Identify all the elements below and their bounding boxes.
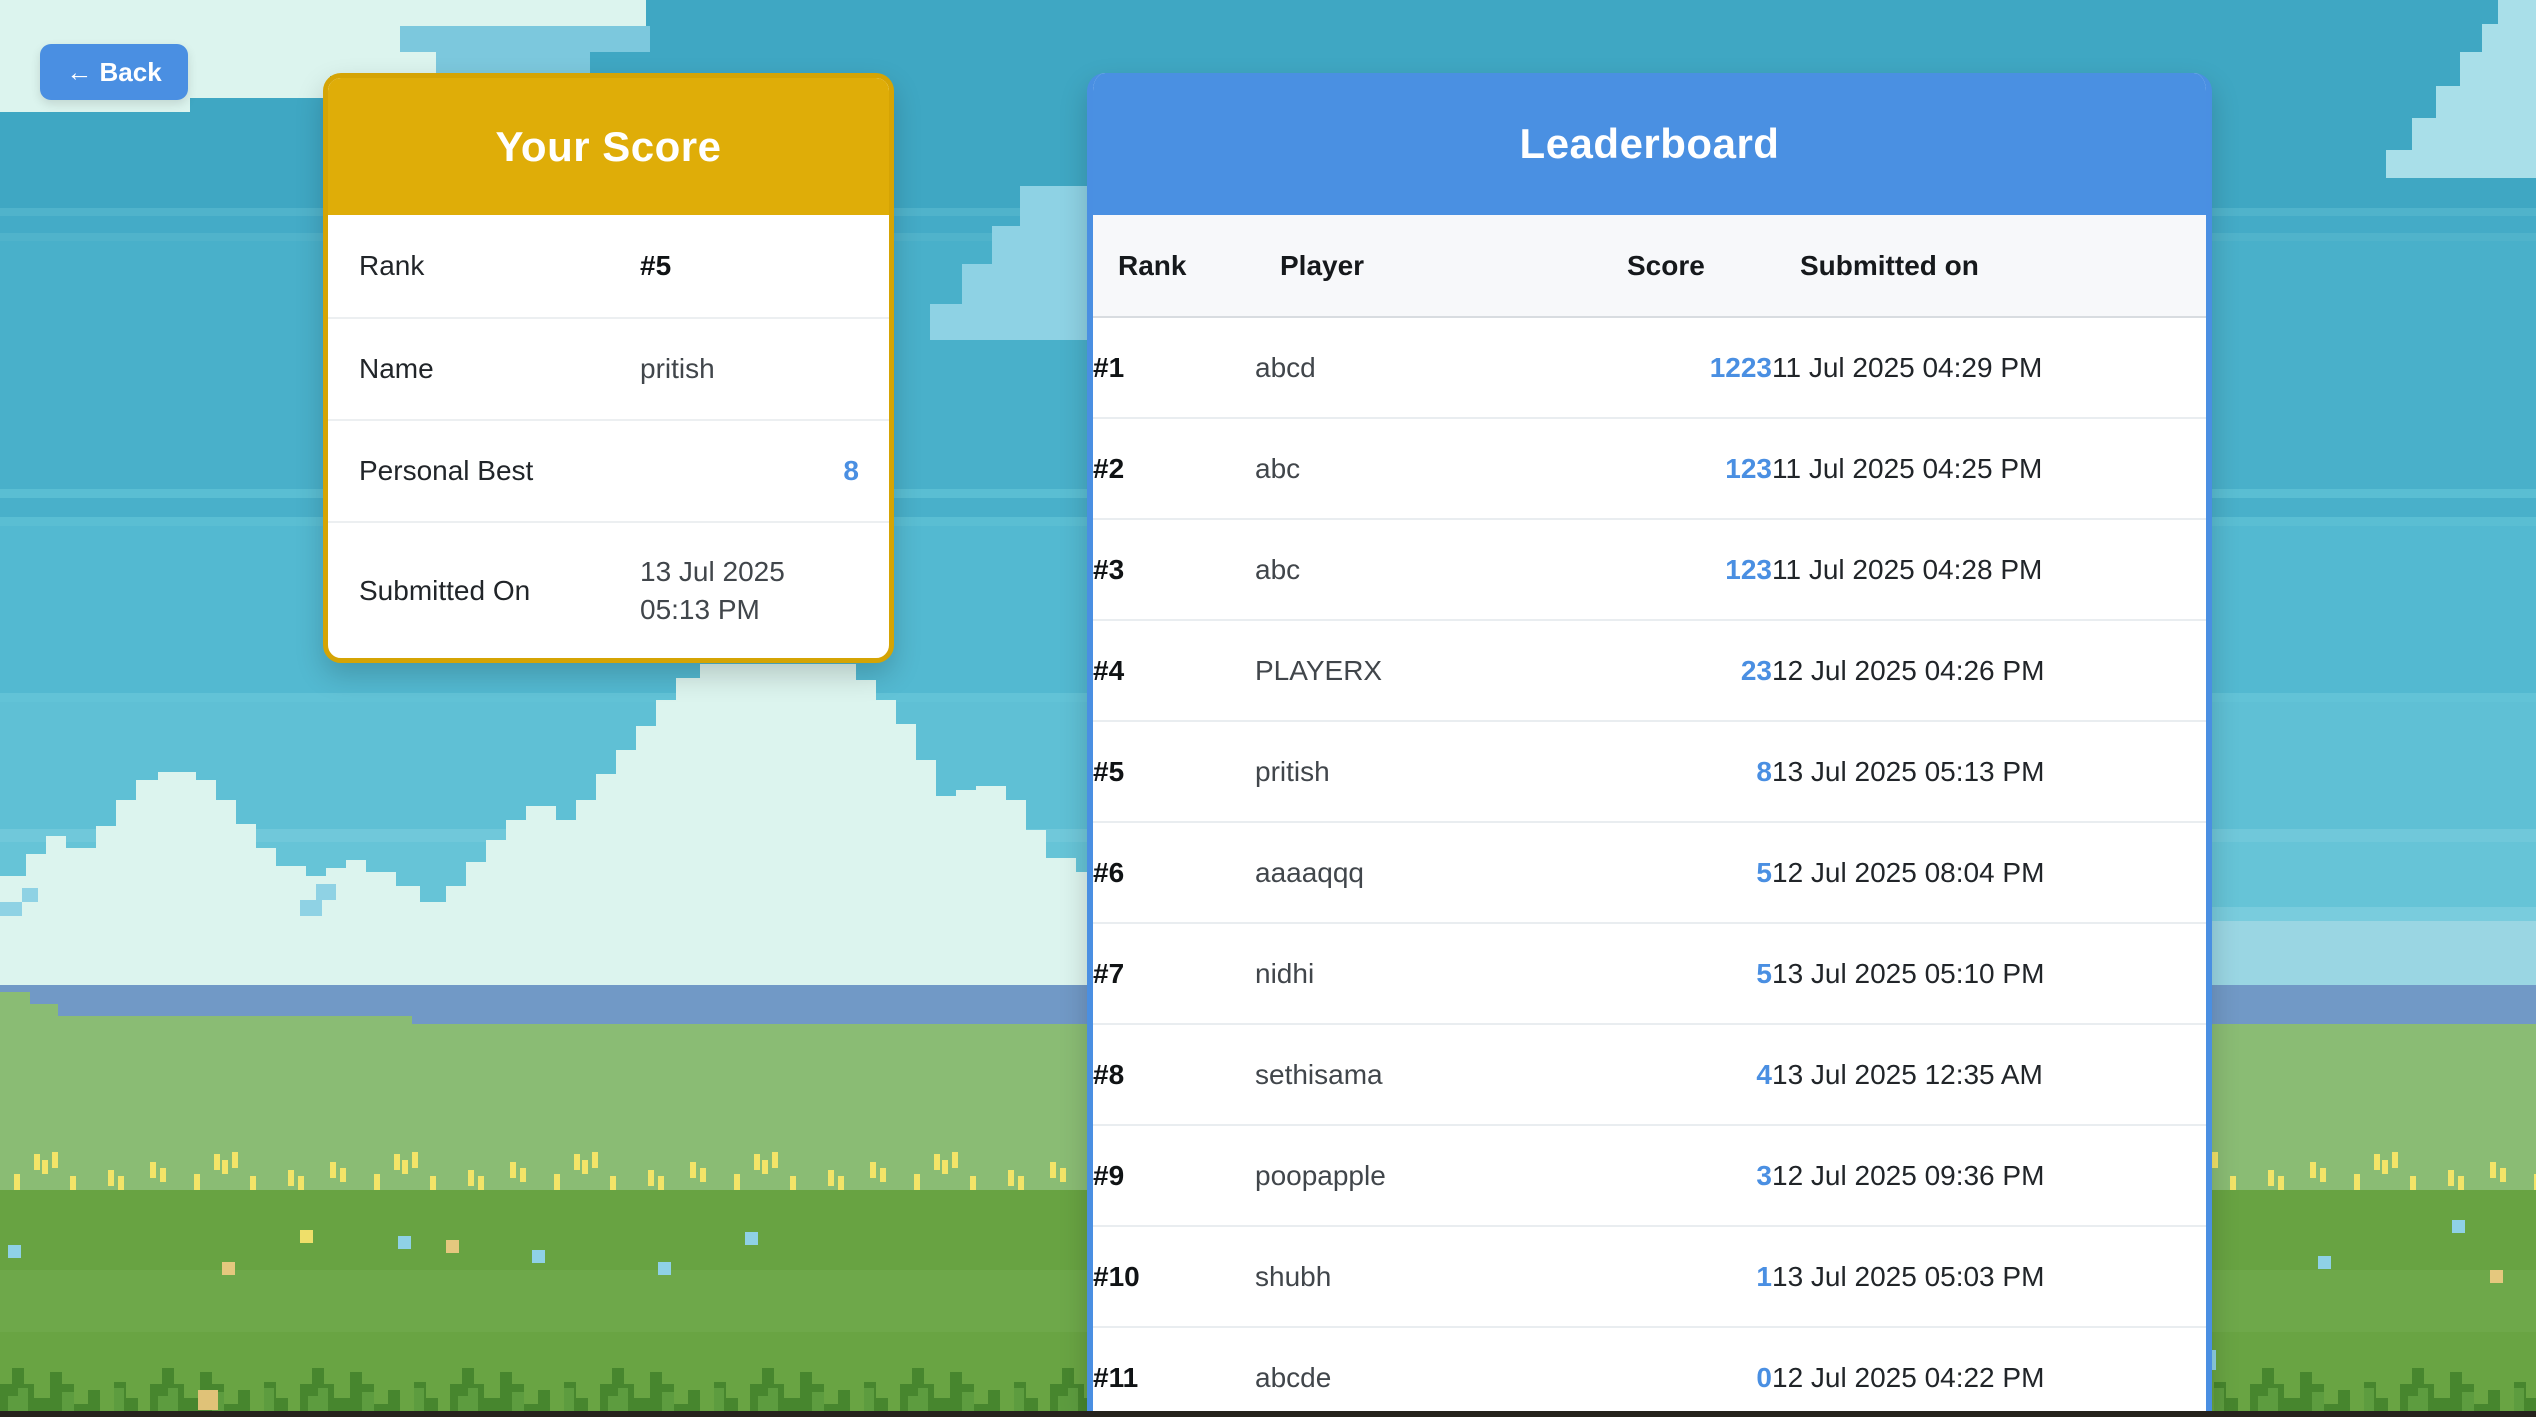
date-cell: 12 Jul 2025 04:22 PM: [1772, 1326, 2206, 1411]
table-row: #3 abc 123 11 Jul 2025 04:28 PM: [1093, 518, 2206, 620]
date-cell: 12 Jul 2025 04:26 PM: [1772, 619, 2206, 721]
score-cell: 123: [1595, 518, 1772, 620]
rank-cell: #8: [1093, 1023, 1255, 1125]
leaderboard-card: Leaderboard Rank Player Score Submitted …: [1087, 73, 2212, 1411]
rank-cell: #11: [1093, 1326, 1255, 1411]
table-row: #6 aaaaqqq 5 12 Jul 2025 08:04 PM: [1093, 821, 2206, 923]
rank-label: Rank: [359, 250, 425, 281]
rank-cell: #2: [1093, 417, 1255, 519]
column-header-score: Score: [1595, 215, 1772, 318]
score-row-personal-best: Personal Best 8: [328, 419, 889, 521]
column-header-submitted: Submitted on: [1772, 215, 2206, 318]
rank-cell: #7: [1093, 922, 1255, 1024]
player-cell: abcde: [1255, 1326, 1595, 1411]
player-cell: PLAYERX: [1255, 619, 1595, 721]
player-cell: shubh: [1255, 1225, 1595, 1327]
date-cell: 11 Jul 2025 04:29 PM: [1772, 317, 2206, 418]
table-row: #10 shubh 1 13 Jul 2025 05:03 PM: [1093, 1225, 2206, 1327]
rank-cell: #5: [1093, 720, 1255, 822]
table-header-row: Rank Player Score Submitted on: [1093, 215, 2206, 318]
table-row: #7 nidhi 5 13 Jul 2025 05:10 PM: [1093, 922, 2206, 1024]
rank-cell: #6: [1093, 821, 1255, 923]
date-cell: 11 Jul 2025 04:25 PM: [1772, 417, 2206, 519]
player-cell: nidhi: [1255, 922, 1595, 1024]
player-cell: sethisama: [1255, 1023, 1595, 1125]
score-cell: 23: [1595, 619, 1772, 721]
score-cell: 4: [1595, 1023, 1772, 1125]
score-cell: 1: [1595, 1225, 1772, 1327]
date-cell: 11 Jul 2025 04:28 PM: [1772, 518, 2206, 620]
score-cell: 5: [1595, 922, 1772, 1024]
score-cell: 3: [1595, 1124, 1772, 1226]
player-cell: poopapple: [1255, 1124, 1595, 1226]
column-header-player: Player: [1255, 215, 1595, 318]
date-cell: 12 Jul 2025 09:36 PM: [1772, 1124, 2206, 1226]
rank-value: #5: [640, 250, 672, 281]
date-cell: 13 Jul 2025 05:13 PM: [1772, 720, 2206, 822]
rank-cell: #9: [1093, 1124, 1255, 1226]
name-label: Name: [359, 353, 434, 384]
date-cell: 13 Jul 2025 05:10 PM: [1772, 922, 2206, 1024]
table-row: #5 pritish 8 13 Jul 2025 05:13 PM: [1093, 720, 2206, 822]
rank-cell: #4: [1093, 619, 1255, 721]
your-score-card: Your Score Rank #5 Name pritish Personal…: [323, 73, 894, 663]
table-row: #4 PLAYERX 23 12 Jul 2025 04:26 PM: [1093, 619, 2206, 721]
ground-dark-strip: [0, 1411, 2536, 1417]
player-cell: abcd: [1255, 317, 1595, 418]
score-cell: 0: [1595, 1326, 1772, 1411]
name-value: pritish: [640, 353, 715, 384]
player-cell: abc: [1255, 518, 1595, 620]
date-cell: 12 Jul 2025 08:04 PM: [1772, 821, 2206, 923]
leaderboard-title: Leaderboard: [1519, 120, 1780, 167]
date-cell: 13 Jul 2025 05:03 PM: [1772, 1225, 2206, 1327]
score-cell: 123: [1595, 417, 1772, 519]
rank-cell: #3: [1093, 518, 1255, 620]
score-row-name: Name pritish: [328, 317, 889, 419]
column-header-rank: Rank: [1093, 215, 1255, 318]
your-score-title: Your Score: [495, 122, 722, 170]
your-score-header: Your Score: [328, 78, 889, 215]
leaderboard-header: Leaderboard: [1093, 73, 2206, 215]
score-row-submitted: Submitted On 13 Jul 2025 05:13 PM: [328, 521, 889, 658]
table-row: #1 abcd 1223 11 Jul 2025 04:29 PM: [1093, 317, 2206, 418]
score-cell: 8: [1595, 720, 1772, 822]
back-button[interactable]: ← Back: [40, 44, 188, 100]
player-cell: aaaaqqq: [1255, 821, 1595, 923]
score-cell: 5: [1595, 821, 1772, 923]
personal-best-value: 8: [843, 455, 859, 486]
submitted-on-value: 13 Jul 2025 05:13 PM: [640, 556, 785, 625]
submitted-on-label: Submitted On: [359, 575, 531, 606]
date-cell: 13 Jul 2025 12:35 AM: [1772, 1023, 2206, 1125]
leaderboard-table: Rank Player Score Submitted on #1 abcd 1…: [1093, 215, 2206, 1411]
player-cell: pritish: [1255, 720, 1595, 822]
rank-cell: #10: [1093, 1225, 1255, 1327]
rank-cell: #1: [1093, 317, 1255, 418]
table-row: #8 sethisama 4 13 Jul 2025 12:35 AM: [1093, 1023, 2206, 1125]
personal-best-label: Personal Best: [359, 455, 534, 486]
score-cell: 1223: [1595, 317, 1772, 418]
table-row: #11 abcde 0 12 Jul 2025 04:22 PM: [1093, 1326, 2206, 1411]
score-row-rank: Rank #5: [328, 215, 889, 317]
table-row: #9 poopapple 3 12 Jul 2025 09:36 PM: [1093, 1124, 2206, 1226]
table-row: #2 abc 123 11 Jul 2025 04:25 PM: [1093, 417, 2206, 519]
player-cell: abc: [1255, 417, 1595, 519]
